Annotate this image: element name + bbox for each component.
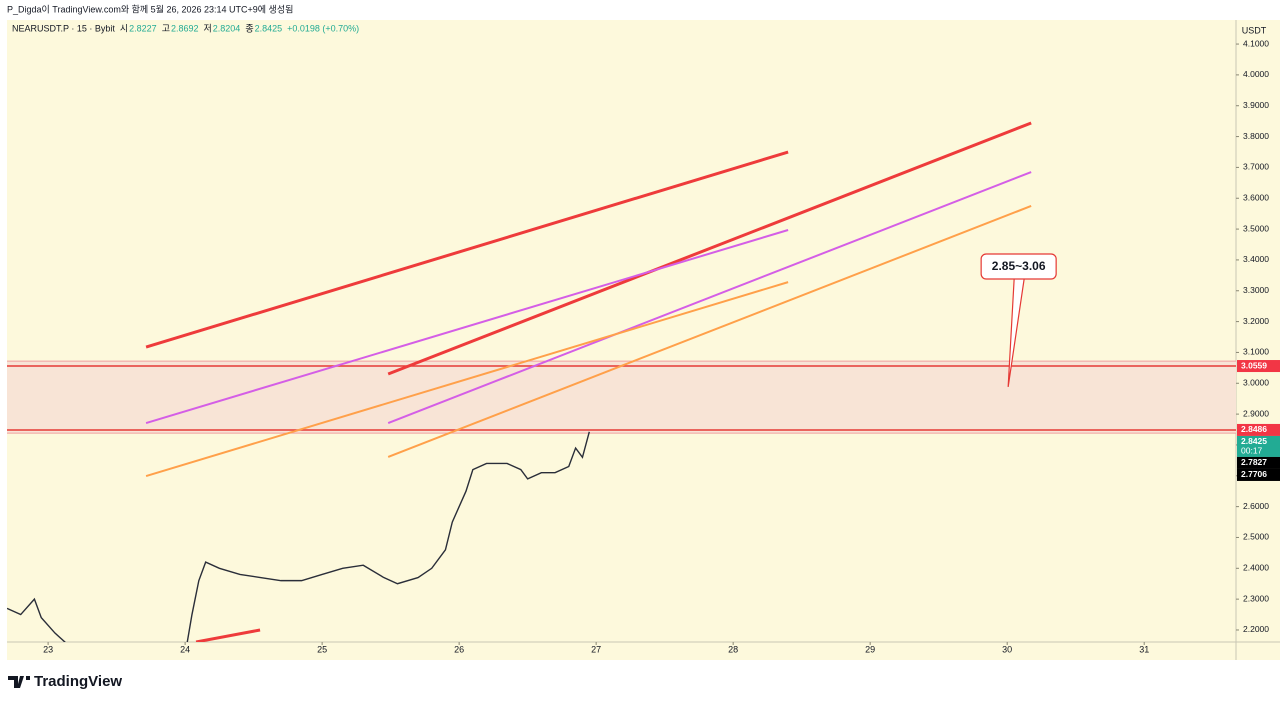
logo: TradingView (8, 673, 122, 690)
brand: TradingView (34, 673, 122, 690)
x-tick-label: 31 (1139, 644, 1149, 654)
y-tick-label: 4.0000 (1243, 69, 1269, 79)
x-tick-label: 27 (591, 644, 601, 654)
y-tick-label: 3.5000 (1243, 223, 1269, 233)
x-tick-label: 25 (317, 644, 327, 654)
plot (7, 121, 1236, 642)
chart-pane (7, 20, 1280, 660)
legend-close-label: 종 (245, 23, 253, 33)
y-tick-label: 3.3000 (1243, 285, 1269, 295)
zone (7, 361, 1236, 434)
legend-high: 2.8692 (171, 23, 199, 33)
trend-line (145, 229, 789, 425)
logo-mark (8, 676, 30, 688)
y-tick-label: 3.6000 (1243, 192, 1269, 202)
y-tick-label: 2.3000 (1243, 593, 1269, 603)
y-tick-label: 2.2000 (1243, 624, 1269, 634)
axes: 2.20002.30002.40002.50002.60002.70002.80… (43, 38, 1280, 654)
x-tick-label: 29 (865, 644, 875, 654)
legend-symbol: NEARUSDT.P · 15 · Bybit (12, 23, 115, 33)
legend-low-label: 저 (204, 23, 212, 33)
price-tag (1237, 435, 1280, 457)
price-tag (1237, 456, 1280, 469)
legend-open: 2.8227 (129, 23, 157, 33)
legend-high-label: 고 (162, 23, 170, 33)
trend-line (145, 150, 789, 349)
caption: P_Digda이 TradingView.com와 함께 5월 26, 2026… (7, 3, 293, 14)
legend-change: +0.0198 (+0.70%) (287, 23, 359, 33)
x-tick-label: 24 (180, 644, 190, 654)
y-tick-label: 3.8000 (1243, 131, 1269, 141)
price-tag-countdown: 00:17 (1241, 446, 1263, 456)
price-tag-label: 2.7827 (1241, 457, 1267, 467)
y-tick-label: 3.2000 (1243, 316, 1269, 326)
price-tag (1237, 360, 1280, 373)
y-tick-label: 2.4000 (1243, 563, 1269, 573)
unit: USDT (1242, 25, 1267, 35)
price-tag-label: 2.8425 (1241, 436, 1267, 446)
y-tick-label: 3.4000 (1243, 254, 1269, 264)
price-line (7, 431, 590, 642)
legend-low: 2.8204 (213, 23, 241, 33)
callout-box (980, 253, 1057, 280)
trend-line (387, 205, 1032, 458)
trend-line (145, 281, 789, 478)
trend-line (387, 121, 1032, 376)
y-tick-label: 3.9000 (1243, 100, 1269, 110)
x-tick-label: 28 (728, 644, 738, 654)
y-tick-label: 4.1000 (1243, 38, 1269, 48)
trend-line (195, 628, 261, 642)
legend-open-label: 시 (120, 23, 128, 33)
y-tick-label: 2.9000 (1243, 408, 1269, 418)
price-tag-label: 2.7706 (1241, 469, 1267, 479)
y-tick-label: 3.1000 (1243, 347, 1269, 357)
y-tick-label: 3.7000 (1243, 162, 1269, 172)
price-tag-label: 3.0559 (1241, 360, 1267, 370)
legend: NEARUSDT.P · 15 · Bybit 시 2.8227 고 2.8692 저 2.… (12, 23, 359, 33)
legend-close: 2.8425 (255, 23, 283, 33)
price-tag-label: 2.8486 (1241, 424, 1267, 434)
price-tag (1237, 423, 1280, 436)
callout-pointer (1007, 278, 1025, 388)
callout-text: 2.85~3.06 (992, 259, 1046, 273)
y-tick-label: 2.5000 (1243, 532, 1269, 542)
price-tag (1237, 468, 1280, 481)
x-tick-label: 23 (43, 644, 53, 654)
trend-line (387, 171, 1032, 424)
y-tick-label: 2.6000 (1243, 501, 1269, 511)
x-tick-label: 30 (1002, 644, 1012, 654)
y-tick-label: 3.0000 (1243, 378, 1269, 388)
x-tick-label: 26 (454, 644, 464, 654)
